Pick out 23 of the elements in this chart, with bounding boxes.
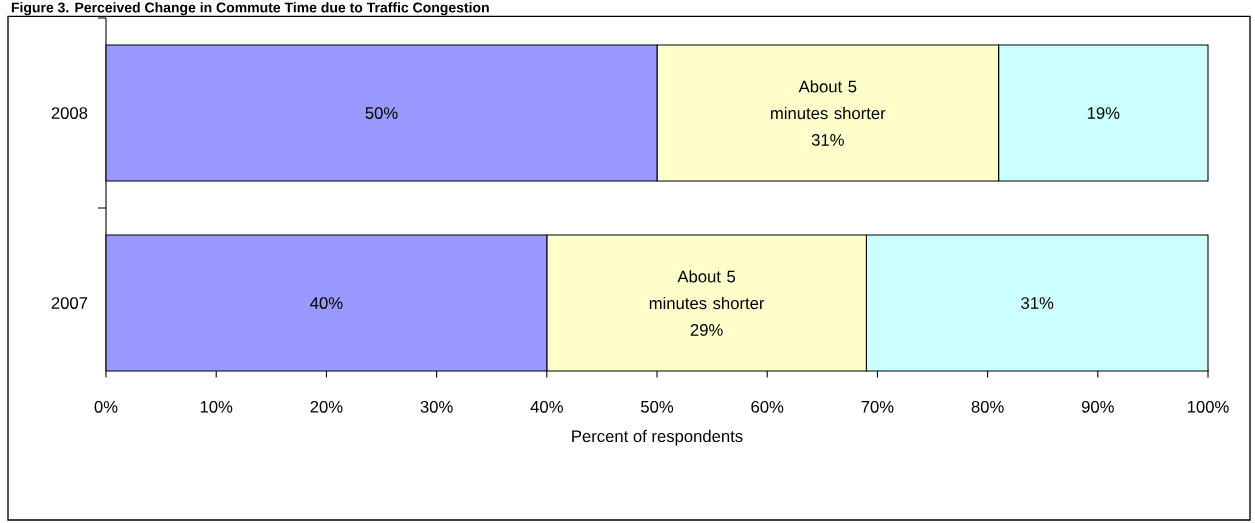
x-tick-label: 20% <box>310 400 343 413</box>
x-axis-title: Percent of respondents <box>572 429 743 446</box>
x-tick-label: 90% <box>1081 400 1114 413</box>
x-tick-label: 70% <box>861 400 894 413</box>
data-label: 31% <box>811 134 844 146</box>
data-label: 50% <box>365 107 398 119</box>
x-tick-label: 100% <box>1187 400 1229 413</box>
series-label: About 5 minutes shorter <box>771 80 886 120</box>
data-label: 19% <box>1087 107 1120 119</box>
x-tick-label: 40% <box>530 400 563 413</box>
x-tick-label: 80% <box>971 400 1004 413</box>
chart-title: Figure 3. Perceived Change in Commute Time due to Traffic Congestion <box>11 2 489 16</box>
x-tick-label: 0% <box>94 400 118 413</box>
data-label: 40% <box>310 297 343 309</box>
text: About 5 minutes shorter <box>649 270 765 310</box>
x-tick-label: 30% <box>420 400 453 413</box>
x-tick-label: 10% <box>200 400 233 413</box>
data-label: 31% <box>1021 297 1054 309</box>
y-tick-label: 2007 <box>51 297 88 309</box>
x-tick-label: 50% <box>641 400 674 413</box>
x-tick-label: 60% <box>751 400 784 413</box>
data-label: 29% <box>690 324 723 336</box>
y-tick-label: 2008 <box>51 107 88 119</box>
